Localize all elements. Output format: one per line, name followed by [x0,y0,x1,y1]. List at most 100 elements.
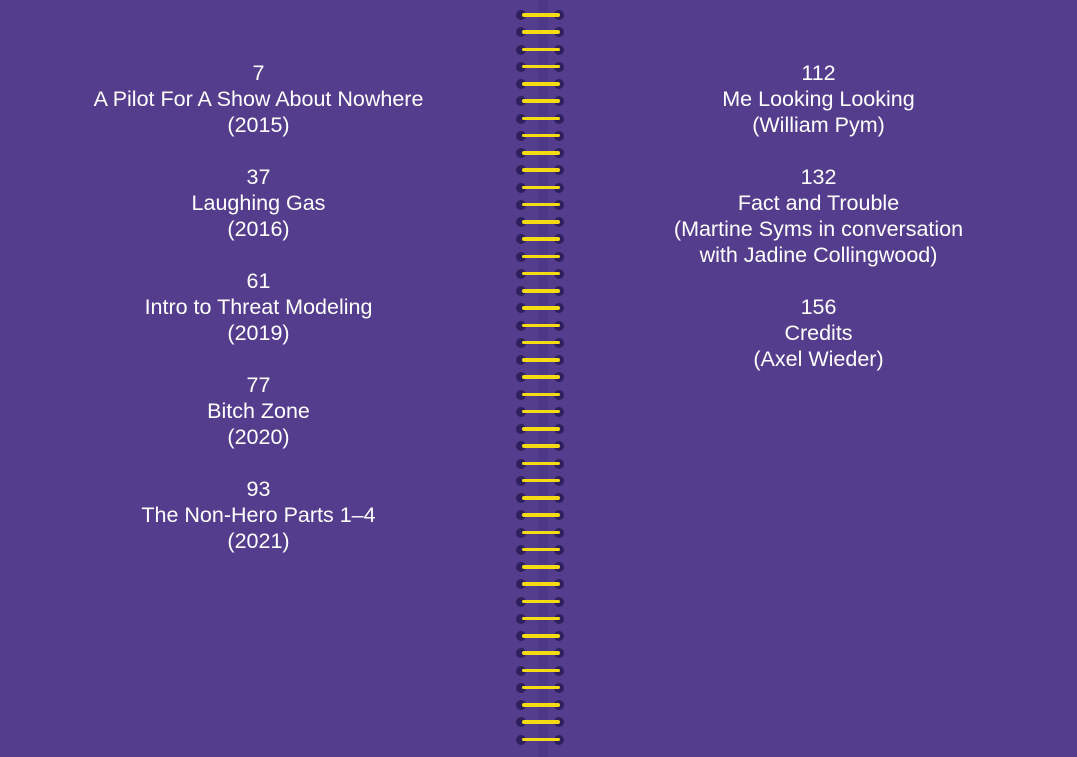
punch-hole [516,648,526,659]
binding-ring [516,217,564,227]
punch-hole [516,96,526,107]
binding-ring [516,527,564,538]
entry-title: The Non-Hero Parts 1–4 [141,503,376,527]
contents-list-right: 112 Me Looking Looking (William Pym) 132 Fa… [560,60,1077,398]
binding-ring [516,596,564,607]
wire-loop [522,375,560,379]
wire-loop [522,703,560,707]
wire-loop [522,47,560,51]
wire-loop [522,444,560,448]
wire-loop [522,323,560,327]
wire-loop [522,202,560,207]
punch-hole [516,579,526,590]
punch-hole [516,665,526,676]
wire-loop [522,358,560,362]
toc-entry[interactable]: 37 Laughing Gas (2016) [0,164,517,242]
binding-ring [516,700,564,710]
punch-hole [516,337,526,348]
binding-ring [516,717,564,728]
punch-hole [516,475,526,486]
binding-ring [516,27,564,38]
wire-loop [522,30,560,34]
wire-loop [522,82,560,86]
binding-ring [516,648,564,659]
punch-hole [516,148,526,158]
punch-hole [516,286,526,296]
binding-ring [516,199,564,210]
binding-ring [516,96,564,107]
punch-hole [516,544,526,555]
punch-hole [516,389,526,400]
entry-subtitle: (2020) [227,425,290,449]
wire-loop [522,116,560,120]
entry-subtitle: (2019) [227,321,290,345]
binding-ring [516,544,564,555]
spiral-binding [512,0,568,757]
punch-hole [516,700,526,710]
wire-loop [522,582,560,586]
wire-loop [522,668,560,672]
binding-ring [516,355,564,365]
punch-hole [516,79,526,89]
binding-ring [516,406,564,417]
wire-loop [522,565,560,569]
binding-ring [516,182,564,193]
punch-hole [516,682,526,693]
binding-ring [516,562,564,572]
binding-ring [516,631,564,641]
binding-ring [516,130,564,141]
punch-hole [516,10,526,20]
wire-loop [522,547,560,552]
binding-ring [516,613,564,624]
binding-ring [516,251,564,262]
wire-loop [522,237,560,241]
toc-entry[interactable]: 112 Me Looking Looking (William Pym) [560,60,1077,138]
entry-subtitle-line2: with Jadine Collingwood) [699,243,938,267]
entry-subtitle: (2016) [227,217,290,241]
wire-loop [522,340,560,345]
entry-title: A Pilot For A Show About Nowhere [93,87,424,111]
wire-loop [522,685,560,690]
binding-ring [516,61,564,72]
wire-loop [522,392,560,396]
punch-hole [516,268,526,279]
punch-hole [516,182,526,193]
entry-subtitle: (William Pym) [752,113,885,137]
punch-hole [516,234,526,245]
entry-title: Me Looking Looking [722,87,915,111]
page-number: 93 [246,477,271,501]
binding-ring [516,44,564,55]
page-number: 7 [252,61,265,85]
binding-ring [516,10,564,20]
toc-entry[interactable]: 93 The Non-Hero Parts 1–4 (2021) [0,476,517,554]
wire-loop [522,651,560,655]
page-number: 156 [800,295,837,319]
binding-ring [516,303,564,314]
entry-title: Credits [784,321,853,345]
wire-loop [522,720,560,724]
punch-hole [516,458,526,469]
toc-entry[interactable]: 156 Credits (Axel Wieder) [560,294,1077,372]
wire-loop [522,133,560,138]
wire-loop [522,478,560,483]
toc-entry[interactable]: 77 Bitch Zone (2020) [0,372,517,450]
wire-loop [522,151,560,155]
toc-entry[interactable]: 61 Intro to Threat Modeling (2019) [0,268,517,346]
punch-hole [516,303,526,314]
punch-hole [516,27,526,38]
wire-loop [522,530,560,534]
wire-loop [522,306,560,310]
wire-loop [522,254,560,258]
punch-hole [516,510,526,521]
binding-ring [516,389,564,400]
binding-ring [516,579,564,590]
entry-subtitle: (Axel Wieder) [753,347,884,371]
toc-entry[interactable]: 132 Fact and Trouble (Martine Syms in conv… [560,164,1077,268]
page-number: 112 [801,61,836,85]
binding-ring [516,734,564,745]
entry-subtitle: (Martine Syms in conversation [673,217,964,241]
wire-loop [522,409,560,414]
